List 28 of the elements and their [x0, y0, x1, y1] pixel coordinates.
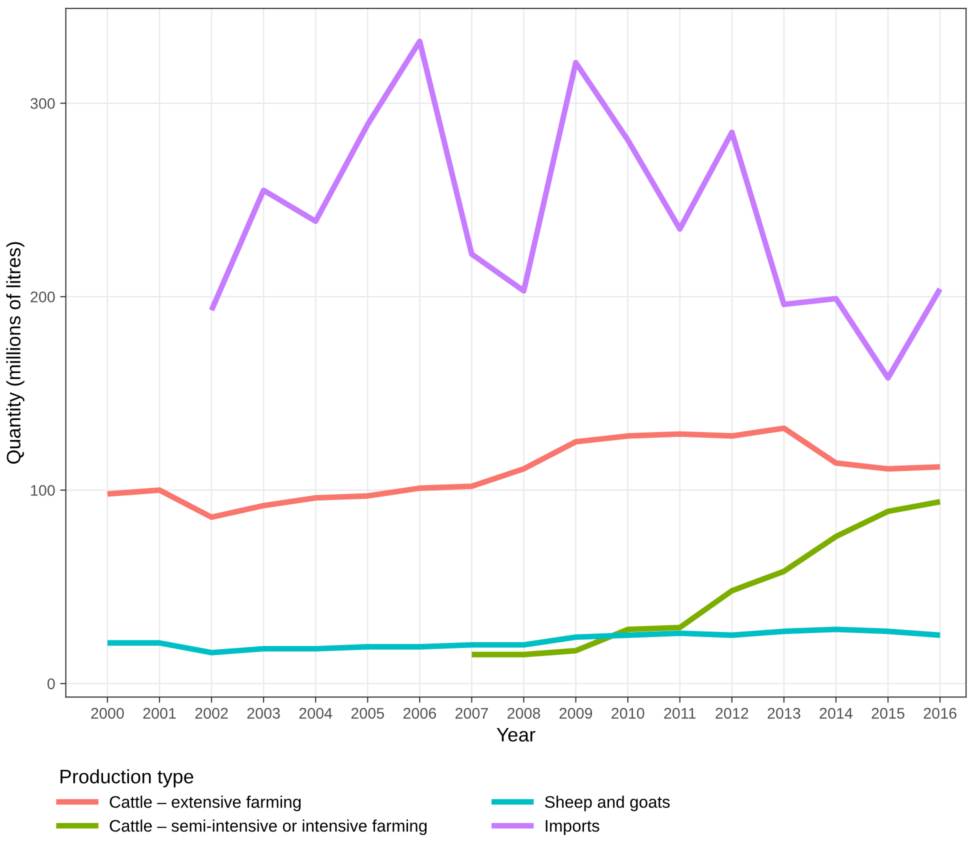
x-tick-label: 2016 [924, 708, 956, 719]
legend-title: Production type [60, 769, 194, 788]
x-tick-label: 2012 [716, 708, 748, 719]
x-tick-label: 2002 [195, 708, 228, 719]
y-axis-title: Quantity (millions of litres) [6, 242, 24, 464]
x-tick-label: 2013 [768, 708, 800, 719]
x-tick-label: 2010 [612, 708, 644, 719]
legend-label: Cattle – semi-intensive or intensive farming [110, 820, 427, 836]
x-tick-label: 2004 [299, 708, 332, 719]
x-tick-label: 2008 [508, 708, 540, 719]
y-tick-label: 300 [30, 98, 55, 109]
x-tick-label: 2005 [351, 708, 384, 719]
x-tick-label: 2015 [872, 708, 904, 719]
legend-label: Sheep and goats [545, 796, 670, 812]
x-tick-label: 2003 [247, 708, 280, 719]
y-tick-label: 0 [48, 678, 55, 690]
legend-label: Cattle – extensive farming [110, 796, 301, 812]
y-tick-label: 100 [31, 484, 55, 496]
x-tick-label: 2006 [403, 708, 436, 719]
x-tick-label: 2001 [143, 708, 176, 719]
legend-label: Imports [546, 820, 600, 836]
y-tick-label: 200 [30, 292, 55, 302]
x-tick-label: 2007 [455, 708, 488, 719]
x-tick-label: 2000 [91, 708, 124, 719]
x-axis-title: Year [496, 728, 536, 742]
x-tick-label: 2009 [560, 708, 592, 719]
x-tick-label: 2011 [664, 708, 696, 719]
x-tick-label: 2014 [820, 708, 853, 719]
